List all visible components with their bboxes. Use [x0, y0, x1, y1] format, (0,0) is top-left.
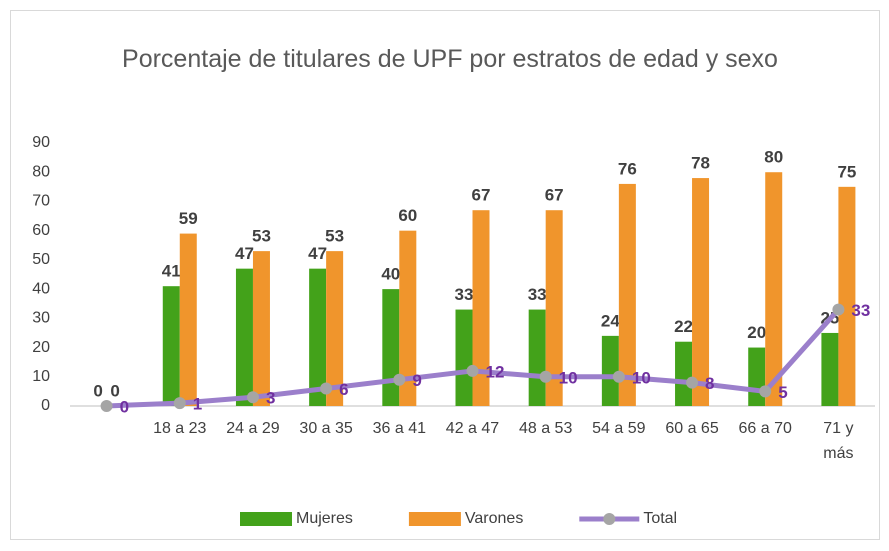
line-marker	[100, 400, 113, 412]
line-marker	[320, 382, 333, 395]
data-label: 33	[528, 285, 547, 304]
data-label: 0	[110, 381, 119, 400]
bar	[821, 332, 839, 406]
line-marker	[832, 303, 845, 316]
line-marker	[393, 373, 406, 386]
line-marker	[539, 370, 552, 383]
bar	[309, 268, 327, 406]
data-label: 10	[559, 368, 578, 387]
y-tick-label: 40	[32, 280, 50, 297]
line-marker	[466, 364, 479, 377]
x-tick-label: 42 a 47	[445, 420, 500, 437]
data-label: 9	[412, 371, 421, 390]
data-label: 41	[162, 262, 181, 281]
data-label: 80	[764, 148, 783, 167]
y-tick-label: 30	[32, 310, 50, 327]
data-label: 33	[455, 285, 474, 304]
x-tick-label: 60 a 65	[665, 420, 719, 437]
bar	[528, 309, 546, 406]
data-label: 33	[851, 301, 870, 320]
bar	[545, 210, 563, 406]
x-tick-label: 66 a 70	[738, 420, 792, 437]
data-label: 5	[778, 383, 787, 402]
y-tick-label: 50	[32, 251, 50, 268]
data-label: 53	[252, 227, 271, 246]
bar	[692, 178, 710, 406]
line-marker	[686, 376, 699, 389]
x-tick-label: 54 a 59	[592, 420, 646, 437]
bar	[748, 347, 766, 406]
data-label: 60	[398, 206, 417, 225]
line-marker	[246, 391, 259, 404]
legend-label: Total	[643, 510, 677, 527]
bar	[472, 210, 490, 406]
bar	[162, 286, 180, 406]
line-marker	[759, 385, 772, 398]
legend-swatch	[240, 512, 292, 526]
data-label: 22	[674, 317, 693, 336]
line-marker	[173, 397, 186, 410]
line-marker	[612, 370, 625, 383]
bar	[252, 251, 270, 406]
bar	[382, 289, 400, 406]
data-label: 40	[381, 265, 400, 284]
y-tick-label: 70	[32, 193, 50, 210]
y-tick-label: 80	[32, 163, 50, 180]
bar	[179, 233, 197, 406]
x-tick-label: 30 a 35	[299, 420, 353, 437]
bar	[235, 268, 253, 406]
x-tick-label: 24 a 29	[226, 420, 280, 437]
data-label: 8	[705, 374, 714, 393]
chart-title: Porcentaje de titulares de UPF por estra…	[122, 45, 778, 73]
data-label: 0	[93, 381, 102, 400]
legend-label: Varones	[465, 510, 523, 527]
bar	[618, 183, 636, 406]
y-tick-label: 0	[41, 397, 50, 414]
y-tick-label: 90	[32, 134, 50, 151]
data-label: 78	[691, 154, 710, 173]
data-label: 12	[486, 362, 505, 381]
x-tick-label: 48 a 53	[518, 420, 573, 437]
x-tick-label: 18 a 23	[153, 420, 207, 437]
data-label: 75	[837, 162, 856, 181]
bar	[326, 251, 344, 406]
data-label: 6	[339, 380, 348, 399]
data-label: 3	[266, 389, 275, 408]
data-label: 76	[618, 159, 637, 178]
data-label: 20	[747, 323, 766, 342]
data-label: 1	[193, 395, 202, 414]
data-label: 67	[472, 186, 491, 205]
data-label: 67	[545, 186, 564, 205]
bar	[399, 230, 417, 406]
data-label: 47	[235, 244, 254, 263]
data-label: 47	[308, 244, 327, 263]
legend-swatch	[408, 512, 461, 526]
y-tick-label: 10	[32, 368, 50, 385]
y-tick-label: 20	[32, 339, 50, 356]
bar	[455, 309, 473, 406]
bar	[838, 186, 856, 406]
bar	[601, 335, 619, 406]
y-tick-label: 60	[32, 222, 50, 239]
data-label: 0	[120, 397, 129, 416]
x-tick-label: 71 y más	[823, 420, 854, 462]
legend-marker	[603, 513, 616, 525]
x-tick-label: 36 a 41	[372, 420, 426, 437]
chart-border	[10, 10, 880, 540]
data-label: 10	[632, 368, 651, 387]
data-label: 59	[179, 209, 198, 228]
legend-label: Mujeres	[296, 510, 353, 527]
data-label: 24	[601, 311, 620, 330]
bar	[765, 172, 783, 406]
bar	[675, 341, 693, 406]
data-label: 53	[325, 227, 344, 246]
